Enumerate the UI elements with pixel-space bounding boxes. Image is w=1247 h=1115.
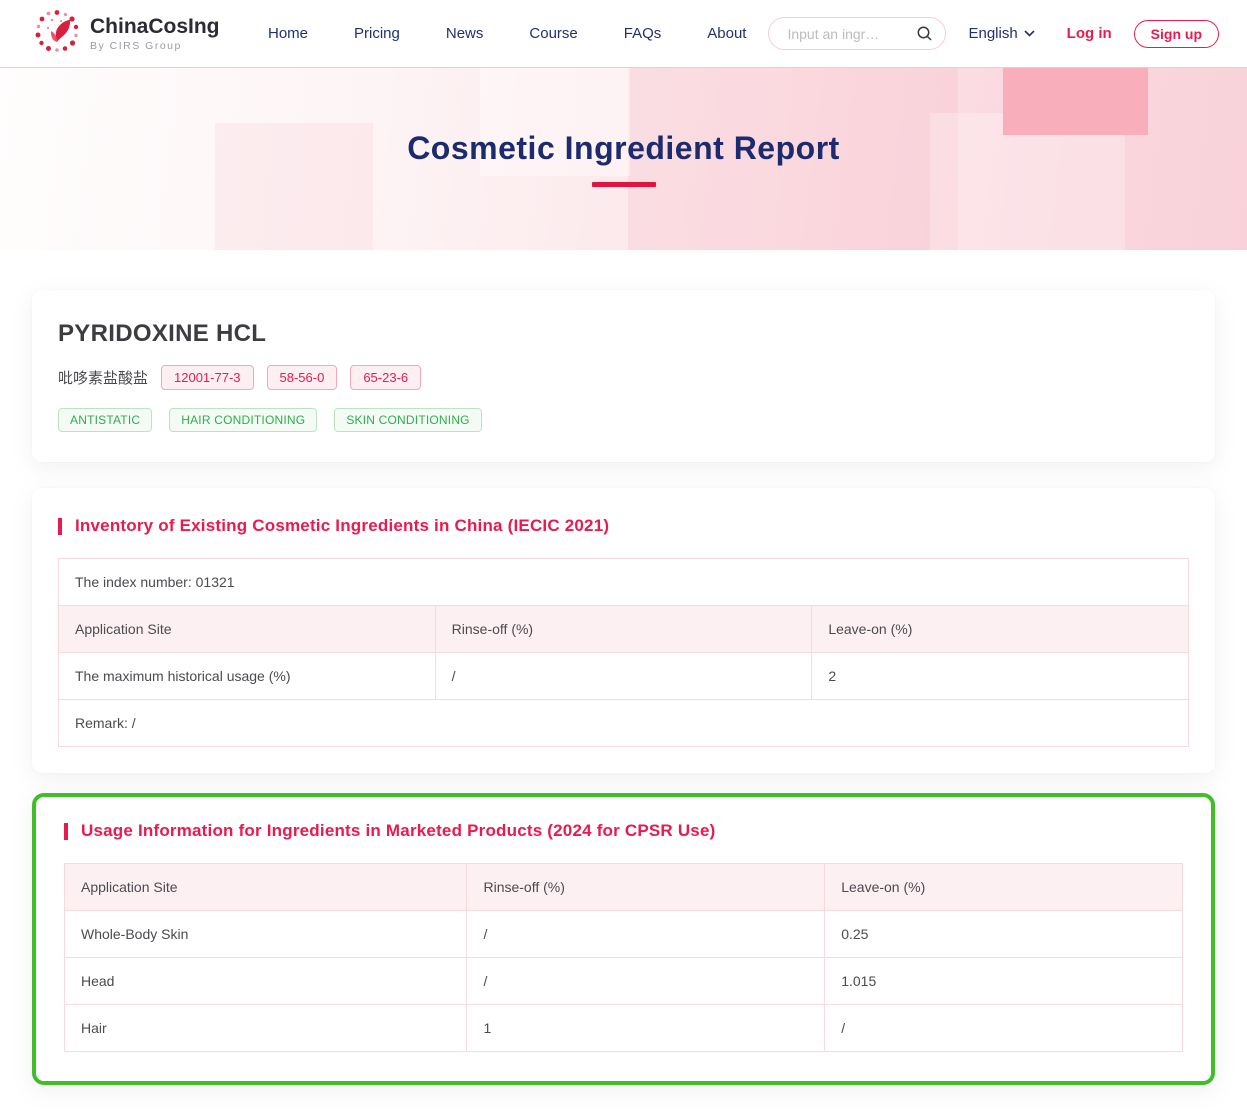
column-header-rinse-off: Rinse-off (%) bbox=[466, 863, 826, 911]
table-cell: 2 bbox=[811, 652, 1189, 700]
hero-decor-rect bbox=[1003, 68, 1148, 135]
hero-decor-rect bbox=[215, 123, 373, 250]
signup-button[interactable]: Sign up bbox=[1133, 19, 1219, 48]
nav-item-pricing[interactable]: Pricing bbox=[354, 25, 400, 42]
ingredient-summary-card: PYRIDOXINE HCL 吡哆素盐酸盐 12001-77-3 58-56-0… bbox=[32, 290, 1215, 462]
table-row: Hair 1 / bbox=[63, 1004, 1183, 1052]
nav-item-faqs[interactable]: FAQs bbox=[623, 25, 662, 42]
nav-item-news[interactable]: News bbox=[445, 25, 484, 42]
cas-number-badge[interactable]: 65-23-6 bbox=[350, 365, 422, 390]
iecic-section-title: Inventory of Existing Cosmetic Ingredien… bbox=[75, 516, 610, 535]
cas-number-badge[interactable]: 58-56-0 bbox=[266, 365, 338, 390]
ingredient-name: PYRIDOXINE HCL bbox=[58, 320, 267, 347]
nav-item-course[interactable]: Course bbox=[529, 25, 578, 42]
language-label: English bbox=[968, 25, 1018, 42]
title-underline bbox=[591, 182, 656, 187]
brand-name: ChinaCosIng bbox=[90, 14, 220, 38]
page-title: Cosmetic Ingredient Report bbox=[407, 130, 840, 166]
cas-number-badge[interactable]: 12001-77-3 bbox=[161, 365, 254, 390]
table-header-row: Application Site Rinse-off (%) Leave-on … bbox=[63, 863, 1183, 911]
function-badge-antistatic: ANTISTATIC bbox=[58, 408, 153, 432]
table-cell: / bbox=[466, 910, 826, 958]
main-nav: Home Pricing News Course FAQs About bbox=[268, 25, 746, 42]
ingredient-chinese-name: 吡哆素盐酸盐 bbox=[58, 370, 149, 387]
table-cell: / bbox=[824, 1004, 1183, 1052]
login-link[interactable]: Log in bbox=[1066, 25, 1112, 42]
remark-cell: Remark: / bbox=[58, 699, 1189, 747]
search-icon[interactable] bbox=[916, 25, 933, 42]
table-cell: / bbox=[434, 652, 813, 700]
table-row: Whole-Body Skin / 0.25 bbox=[63, 910, 1183, 958]
table-cell: 1 bbox=[466, 1004, 826, 1052]
usage-section-title: Usage Information for Ingredients in Mar… bbox=[81, 821, 716, 840]
usage-section-highlight-border: Usage Information for Ingredients in Mar… bbox=[32, 793, 1215, 1085]
iecic-section-card: Inventory of Existing Cosmetic Ingredien… bbox=[32, 488, 1215, 773]
section-accent-bar bbox=[58, 517, 62, 535]
table-header-row: Application Site Rinse-off (%) Leave-on … bbox=[58, 605, 1189, 653]
table-row: Remark: / bbox=[58, 699, 1189, 747]
table-cell: Head bbox=[63, 957, 468, 1005]
column-header-application-site: Application Site bbox=[58, 605, 436, 653]
main-content: PYRIDOXINE HCL 吡哆素盐酸盐 12001-77-3 58-56-0… bbox=[32, 290, 1215, 1115]
brand-subtitle: By CIRS Group bbox=[90, 40, 182, 53]
hero-decor-rect bbox=[930, 113, 1125, 250]
column-header-rinse-off: Rinse-off (%) bbox=[434, 605, 813, 653]
search-input[interactable] bbox=[785, 24, 917, 43]
iecic-table: The index number: 01321 Application Site… bbox=[58, 558, 1189, 747]
table-cell: 1.015 bbox=[824, 957, 1183, 1005]
table-row: The index number: 01321 bbox=[58, 558, 1189, 606]
hero-banner: Cosmetic Ingredient Report bbox=[0, 68, 1247, 250]
top-navigation-bar: ChinaCosIng By CIRS Group Home Pricing N… bbox=[0, 0, 1247, 68]
table-cell: The maximum historical usage (%) bbox=[58, 652, 436, 700]
function-badge-skin-conditioning: SKIN CONDITIONING bbox=[334, 408, 482, 432]
usage-table: Application Site Rinse-off (%) Leave-on … bbox=[63, 863, 1183, 1052]
table-cell: 0.25 bbox=[824, 910, 1183, 958]
logo-icon bbox=[34, 8, 80, 59]
table-cell: Hair bbox=[63, 1004, 468, 1052]
ingredient-search-box[interactable] bbox=[768, 17, 947, 50]
usage-section-header: Usage Information for Ingredients in Mar… bbox=[64, 821, 1183, 841]
nav-item-home[interactable]: Home bbox=[268, 25, 309, 42]
index-number-cell: The index number: 01321 bbox=[58, 558, 1189, 606]
column-header-leave-on: Leave-on (%) bbox=[811, 605, 1189, 653]
usage-section-card: Usage Information for Ingredients in Mar… bbox=[36, 797, 1211, 1081]
column-header-leave-on: Leave-on (%) bbox=[824, 863, 1183, 911]
brand-logo[interactable]: ChinaCosIng By CIRS Group bbox=[34, 8, 220, 59]
table-cell: Whole-Body Skin bbox=[63, 910, 468, 958]
column-header-application-site: Application Site bbox=[63, 863, 468, 911]
table-row: Head / 1.015 bbox=[63, 957, 1183, 1005]
iecic-section-header: Inventory of Existing Cosmetic Ingredien… bbox=[58, 516, 1189, 536]
language-selector[interactable]: English bbox=[968, 25, 1035, 42]
table-cell: / bbox=[466, 957, 826, 1005]
table-row: The maximum historical usage (%) / 2 bbox=[58, 652, 1189, 700]
function-badges-row: ANTISTATIC HAIR CONDITIONING SKIN CONDIT… bbox=[58, 408, 1189, 432]
function-badge-hair-conditioning: HAIR CONDITIONING bbox=[169, 408, 318, 432]
section-accent-bar bbox=[64, 822, 68, 840]
nav-item-about[interactable]: About bbox=[707, 25, 747, 42]
chevron-down-icon bbox=[1024, 30, 1035, 37]
hero-decor-rect bbox=[628, 68, 958, 250]
hero-decor-rect bbox=[480, 68, 630, 176]
ingredient-meta-row: 吡哆素盐酸盐 12001-77-3 58-56-0 65-23-6 bbox=[58, 365, 1189, 390]
